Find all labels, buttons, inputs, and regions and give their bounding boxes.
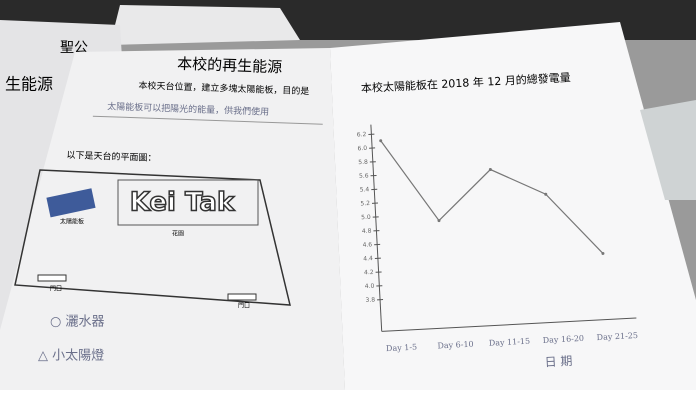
y-tick-label: 5.0 — [361, 214, 371, 221]
x-axis-label: 日 期 — [544, 354, 573, 369]
y-tick-label: 4.4 — [363, 255, 373, 262]
x-tick-label: Day 1-5 — [386, 343, 418, 354]
garden-label: 花園 — [172, 230, 184, 238]
y-tick-label: 5.4 — [360, 186, 370, 193]
door — [38, 275, 66, 281]
x-tick-label: Day 6-10 — [437, 340, 474, 351]
y-tick-label: 5.2 — [360, 200, 370, 207]
door-label: 門口 — [50, 286, 62, 293]
logo: Kei Tak — [130, 188, 235, 218]
y-tick-label: 4.8 — [362, 228, 372, 235]
door-label: 門口 — [238, 303, 250, 310]
y-tick-label: 4.0 — [365, 283, 375, 290]
legend-item: ○ 灑水器 — [50, 315, 104, 330]
sheet-title: 本校的再生能源 — [177, 55, 283, 77]
y-tick-label: 5.8 — [358, 159, 368, 166]
panel-label: 太陽能板 — [60, 218, 84, 226]
side-title: 生能源 — [5, 75, 53, 94]
y-tick-label: 3.8 — [365, 296, 375, 303]
back-paper — [110, 5, 300, 45]
y-tick-label: 4.6 — [362, 241, 372, 248]
legend-item: △ 小太陽燈 — [38, 349, 104, 364]
door — [228, 294, 256, 300]
y-tick-label: 6.2 — [357, 131, 367, 138]
y-tick-label: 4.2 — [364, 269, 374, 276]
y-tick-label: 6.0 — [357, 145, 367, 152]
y-tick-label: 5.6 — [359, 172, 369, 179]
